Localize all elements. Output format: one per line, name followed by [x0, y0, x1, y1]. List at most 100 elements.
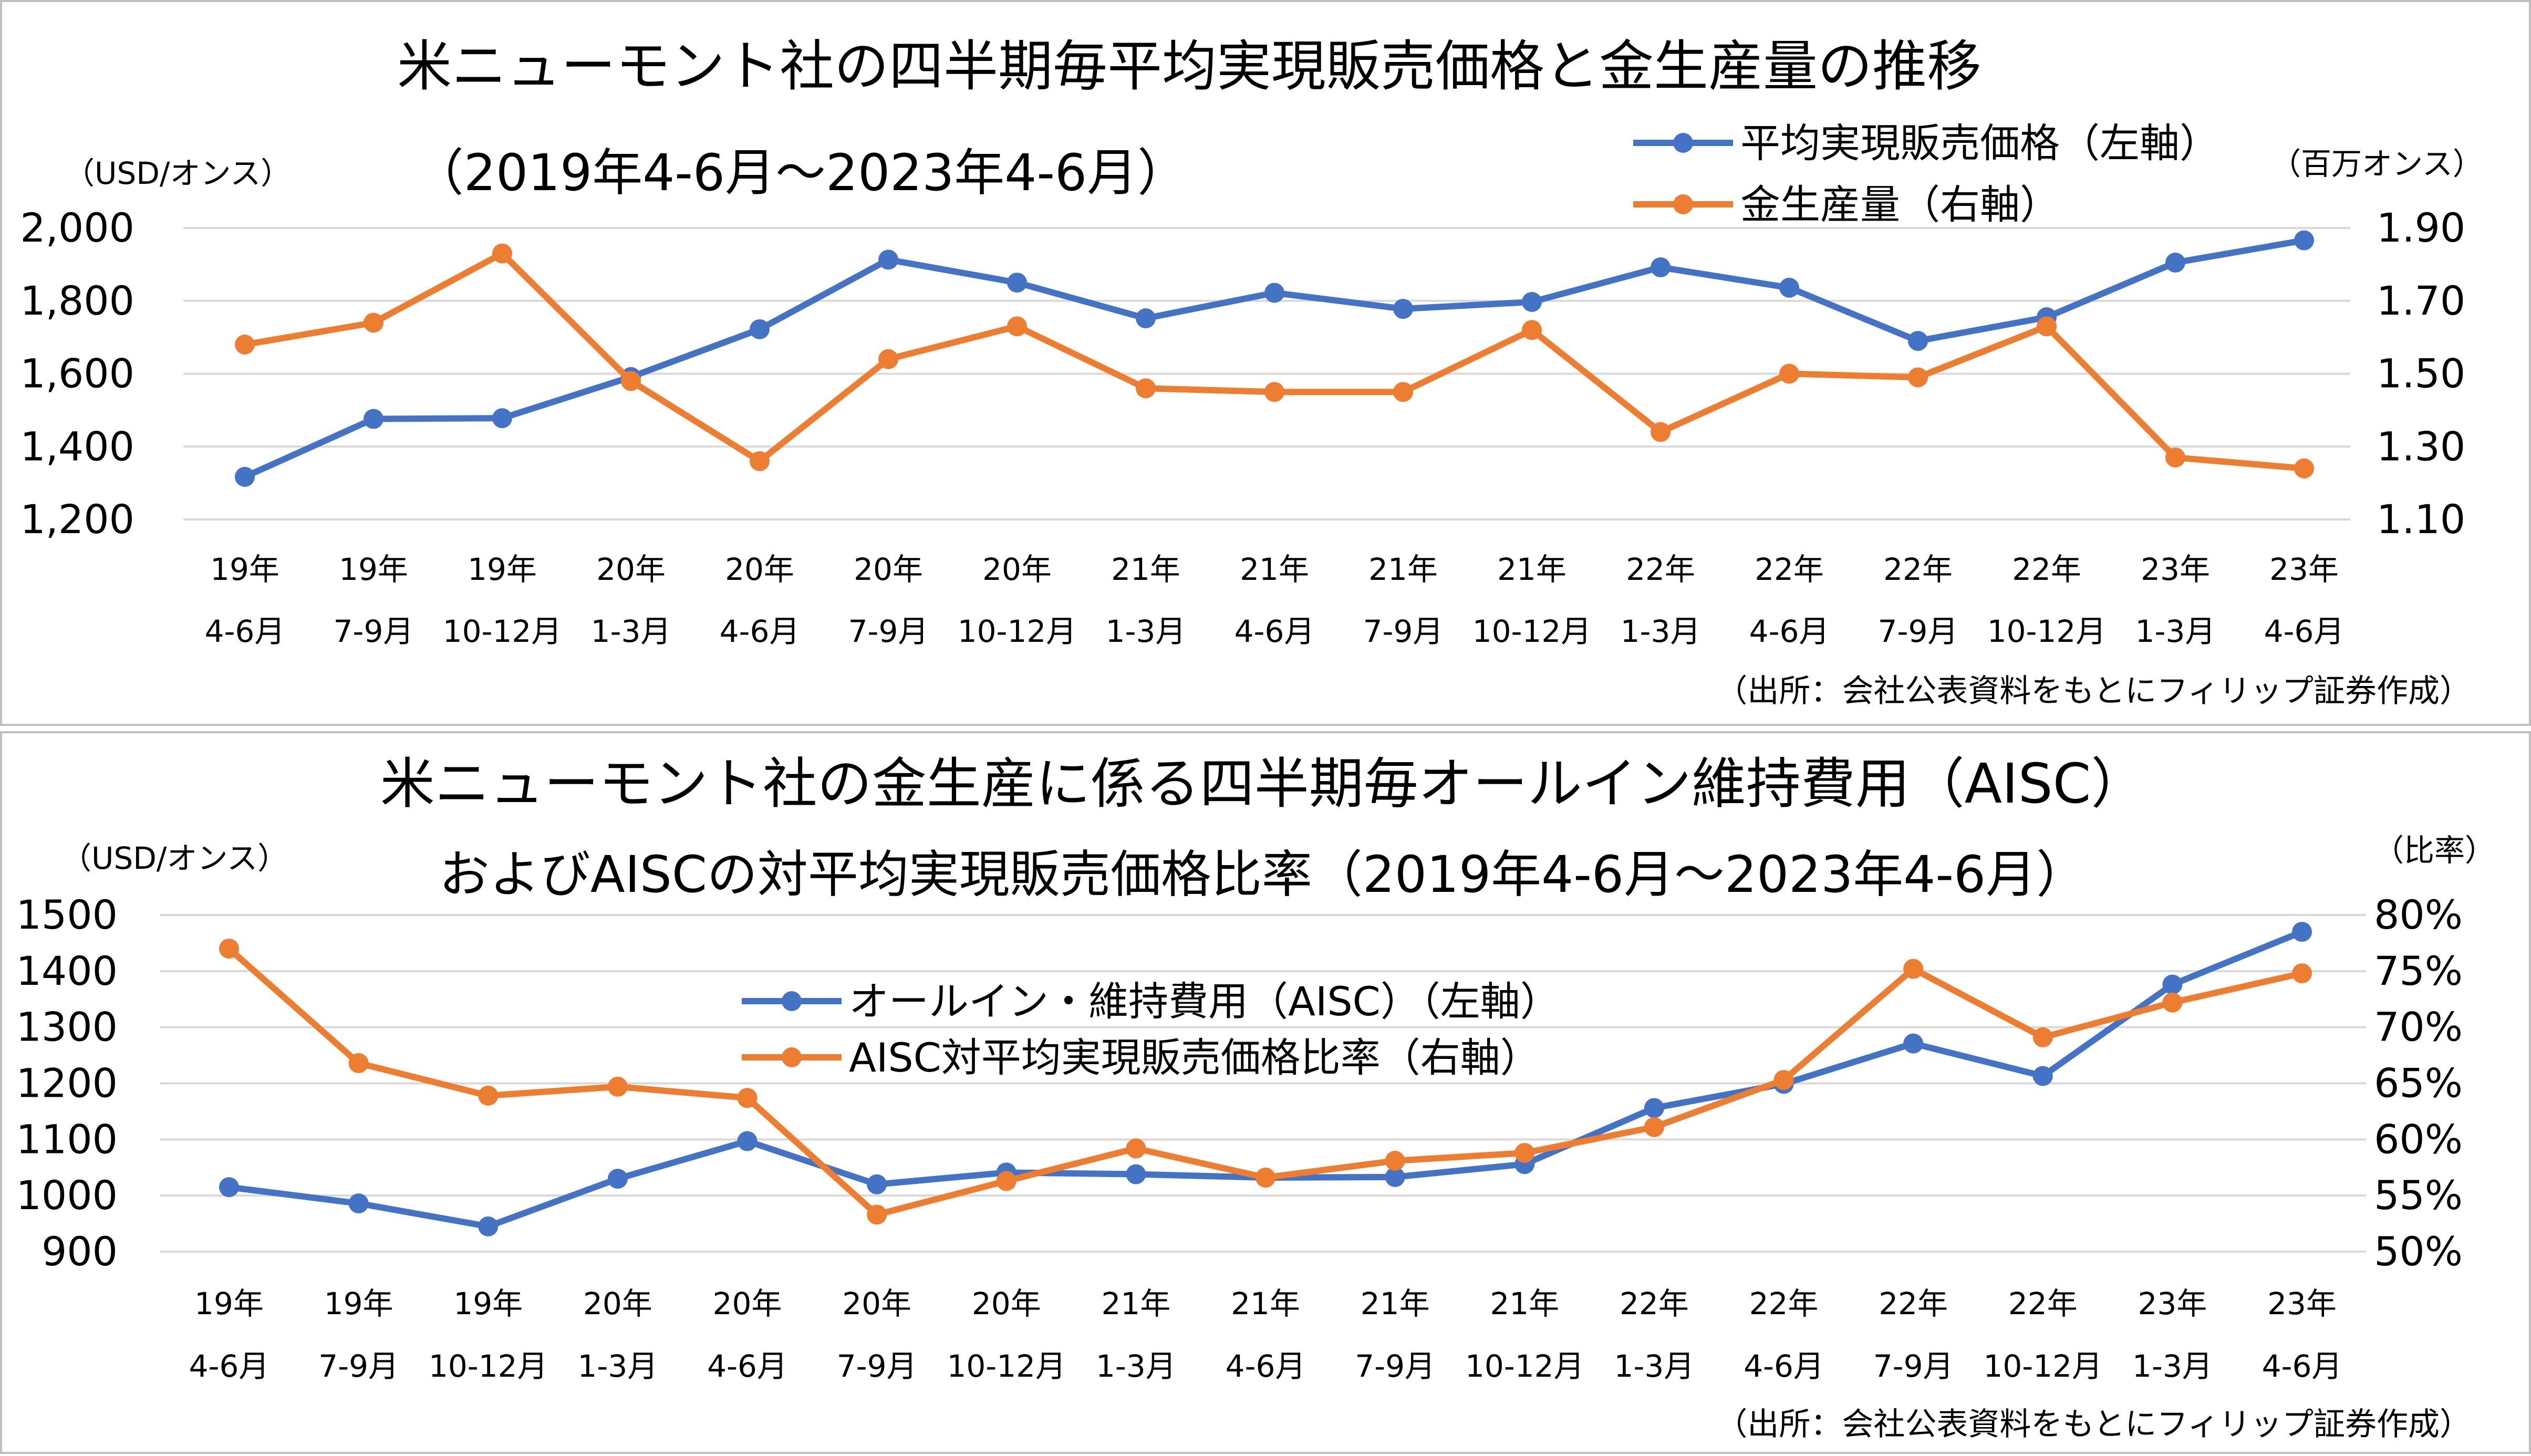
chart-2-source: （出所：会社公表資料をもとにフィリップ証券作成）	[1716, 1406, 2471, 1443]
x-axis-quarter-label: 1-3月	[578, 1348, 658, 1384]
chart-2-left-unit: （USD/オンス）	[61, 840, 288, 876]
x-axis-year-label: 23年	[2141, 552, 2210, 587]
series-1-point	[1264, 283, 1284, 303]
series-1-point	[348, 1193, 369, 1214]
series-1-point	[2292, 922, 2312, 942]
series-2-point	[867, 1204, 887, 1225]
series-1-point	[737, 1131, 758, 1151]
right-axis-tick-label: 1.70	[2377, 277, 2465, 324]
x-axis-year-label: 22年	[1626, 552, 1695, 587]
x-axis-quarter-label: 10-12月	[429, 1348, 548, 1384]
left-axis-tick-label: 2,000	[20, 204, 134, 251]
series-2-point	[1903, 959, 1924, 979]
x-axis-year-label: 19年	[339, 552, 408, 587]
x-axis-quarter-label: 4-6月	[2264, 613, 2345, 649]
series-2-point	[219, 939, 239, 959]
legend-label: AISC対平均実現販売価格比率（右軸）	[849, 1034, 1540, 1081]
x-axis-quarter-label: 1-3月	[591, 613, 671, 649]
chart-2-title: 米ニューモント社の金生産に係る四半期毎オールイン維持費用（AISC）	[380, 752, 2145, 816]
series-1-point	[750, 319, 770, 339]
x-axis-quarter-label: 1-3月	[1106, 613, 1186, 649]
left-axis-tick-label: 1100	[16, 1116, 118, 1162]
legend-swatch-marker	[1673, 133, 1693, 153]
left-axis-tick-label: 1300	[16, 1004, 118, 1051]
chart-1-left-axis: 1,200 1,400 1,600 1,800 2,000	[20, 204, 134, 543]
x-axis-year-label: 23年	[2138, 1286, 2207, 1322]
series-2-point	[1651, 422, 1671, 442]
x-axis-quarter-label: 1-3月	[2132, 1348, 2213, 1384]
series-2-point	[235, 335, 255, 355]
x-axis-year-label: 20年	[854, 552, 923, 587]
series-1-point	[1779, 277, 1799, 298]
chart-1-subtitle: （2019年4-6月～2023年4-6月）	[413, 143, 1188, 202]
series-1-point	[878, 249, 898, 270]
series-2-point	[2294, 458, 2314, 479]
left-axis-tick-label: 1500	[16, 891, 118, 938]
x-axis-year-label: 22年	[1755, 552, 1824, 587]
x-axis-quarter-label: 10-12月	[947, 1348, 1066, 1384]
series-2-point	[478, 1086, 499, 1106]
series-2-point	[737, 1088, 758, 1108]
right-axis-tick-label: 1.10	[2377, 496, 2465, 543]
series-2-point	[621, 371, 641, 391]
series-2-point	[1779, 363, 1799, 384]
chart-1-series	[235, 230, 2314, 487]
series-2-point	[1522, 320, 1542, 340]
series-1-point	[607, 1169, 628, 1189]
left-axis-tick-label: 1000	[16, 1172, 118, 1219]
x-axis-year-label: 21年	[1101, 1286, 1170, 1322]
x-axis-quarter-label: 1-3月	[1614, 1348, 1695, 1384]
x-axis-year-label: 23年	[2269, 552, 2339, 587]
right-axis-tick-label: 55%	[2374, 1172, 2463, 1219]
series-1-point	[478, 1216, 499, 1236]
x-axis-quarter-label: 4-6月	[205, 613, 285, 649]
chart-2-legend: オールイン・維持費用（AISC）（左軸） AISC対平均実現販売価格比率（右軸）	[742, 978, 1560, 1081]
legend-label: 平均実現販売価格（左軸）	[1740, 120, 2219, 167]
right-axis-tick-label: 50%	[2374, 1228, 2463, 1275]
legend-swatch-marker	[782, 991, 802, 1011]
chart-2-right-unit: （比率）	[2373, 833, 2495, 868]
series-1-point	[2162, 974, 2183, 995]
series-1-point	[2032, 1066, 2053, 1086]
series-2-point	[2162, 992, 2183, 1013]
x-axis-year-label: 19年	[194, 1286, 264, 1322]
legend-swatch-marker	[782, 1047, 802, 1067]
chart-panel-aisc: 米ニューモント社の金生産に係る四半期毎オールイン維持費用（AISC） およびAI…	[0, 731, 2531, 1454]
right-axis-tick-label: 65%	[2374, 1060, 2463, 1107]
x-axis-year-label: 23年	[2267, 1286, 2337, 1322]
right-axis-tick-label: 60%	[2374, 1116, 2463, 1162]
series-2-point	[1385, 1150, 1405, 1171]
x-axis-quarter-label: 10-12月	[1983, 1348, 2102, 1384]
series-2-point	[1126, 1138, 1146, 1159]
x-axis-year-label: 22年	[1620, 1286, 1689, 1322]
x-axis-quarter-label: 4-6月	[1235, 613, 1315, 649]
x-axis-year-label: 21年	[1490, 1286, 1559, 1322]
chart-2-x-axis: 19年 4-6月 19年 7-9月 19年 10-12月 20年 1-3月 20年 4-6月 20年…	[189, 1286, 2342, 1384]
series-2-point	[607, 1076, 628, 1097]
x-axis-year-label: 20年	[725, 552, 794, 587]
x-axis-year-label: 19年	[324, 1286, 393, 1322]
left-axis-tick-label: 1,800	[20, 277, 134, 324]
right-axis-tick-label: 1.90	[2377, 204, 2465, 251]
series-2-point	[1773, 1070, 1794, 1090]
x-axis-year-label: 20年	[972, 1286, 1041, 1322]
chart-1-right-unit: （百万オンス）	[2270, 146, 2483, 182]
x-axis-year-label: 21年	[1240, 552, 1309, 587]
series-2-point	[750, 451, 770, 471]
x-axis-year-label: 21年	[1361, 1286, 1430, 1322]
right-axis-tick-label: 1.30	[2377, 423, 2465, 470]
chart-1-gridlines	[183, 227, 2350, 521]
x-axis-year-label: 21年	[1368, 552, 1438, 587]
chart-1-svg: 米ニューモント社の四半期毎平均実現販売価格と金生産量の推移 （2019年4-6月…	[20, 34, 2483, 710]
series-1-point	[1908, 331, 1928, 351]
x-axis-quarter-label: 7-9月	[848, 613, 929, 649]
left-axis-tick-label: 900	[42, 1228, 118, 1275]
x-axis-quarter-label: 7-9月	[1355, 1348, 1435, 1384]
series-2-point	[1644, 1117, 1664, 1137]
series-1-point	[1136, 308, 1156, 329]
series-1-point	[1385, 1167, 1405, 1187]
x-axis-quarter-label: 10-12月	[1465, 1348, 1584, 1384]
series-1-point	[1644, 1098, 1664, 1118]
chart-2-gridlines	[160, 914, 2366, 1253]
series-2-point	[364, 313, 383, 333]
